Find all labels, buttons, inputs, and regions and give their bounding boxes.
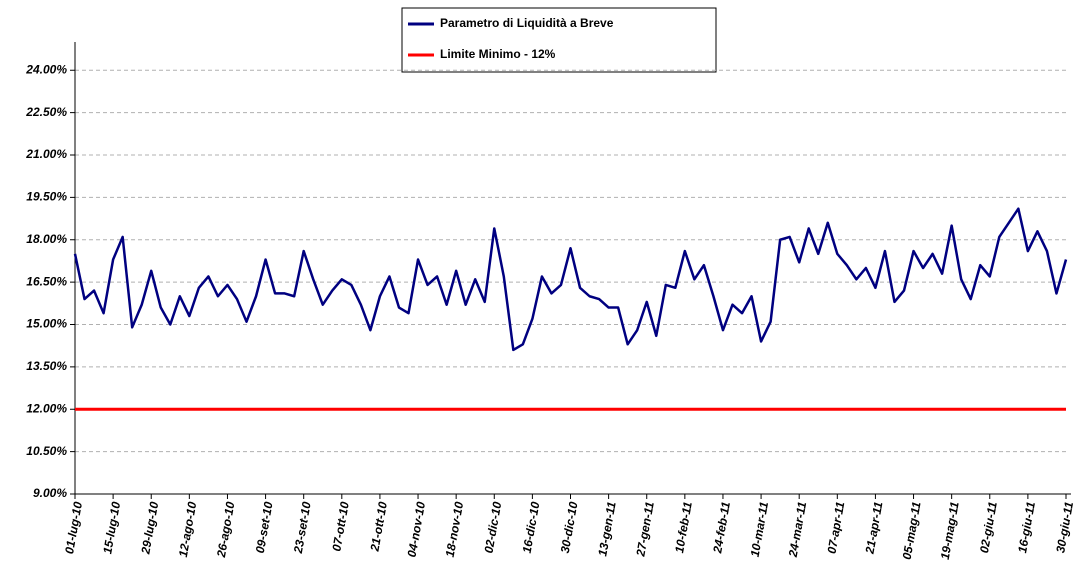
y-tick-label: 10.50% xyxy=(26,444,67,458)
x-tick-label: 24-mar-11 xyxy=(786,500,810,559)
x-tick-label: 23-set-10 xyxy=(291,500,314,555)
x-tick-label: 27-gen-11 xyxy=(633,500,657,558)
x-tick-label: 07-apr-11 xyxy=(824,500,847,554)
x-tick-label: 16-giu-11 xyxy=(1015,500,1038,554)
x-tick-label: 02-dic-10 xyxy=(482,500,505,554)
x-tick-label: 04-nov-10 xyxy=(405,500,429,558)
x-tick-label: 01-lug-10 xyxy=(62,500,85,555)
y-tick-label: 16.50% xyxy=(26,274,67,288)
x-tick-label: 30-giu-11 xyxy=(1053,500,1073,554)
x-tick-label: 13-gen-11 xyxy=(595,500,618,557)
y-tick-label: 19.50% xyxy=(26,190,67,204)
y-tick-label: 21.00% xyxy=(25,147,67,161)
legend-box xyxy=(401,7,717,73)
x-tick-label: 29-lug-10 xyxy=(138,500,161,556)
x-tick-label: 10-feb-11 xyxy=(672,500,695,554)
x-tick-label: 21-ott-10 xyxy=(367,500,390,553)
x-tick-label: 16-dic-10 xyxy=(520,500,543,554)
y-tick-label: 13.50% xyxy=(26,359,67,373)
x-tick-label: 10-mar-11 xyxy=(748,500,772,558)
y-tick-label: 24.00% xyxy=(25,62,67,76)
x-tick-label: 15-lug-10 xyxy=(100,500,123,555)
legend-label: Limite Minimo - 12% xyxy=(440,47,556,61)
y-tick-label: 22.50% xyxy=(25,105,67,119)
y-tick-label: 15.00% xyxy=(26,317,67,331)
x-tick-label: 07-ott-10 xyxy=(329,500,352,552)
x-tick-label: 18-nov-10 xyxy=(443,500,467,558)
x-tick-label: 09-set-10 xyxy=(253,500,276,554)
x-tick-label: 05-mag-11 xyxy=(900,500,924,560)
y-tick-label: 9.00% xyxy=(33,486,67,500)
x-tick-label: 24-feb-11 xyxy=(710,500,733,555)
x-tick-label: 12-ago-10 xyxy=(176,500,200,558)
x-tick-label: 19-mag-11 xyxy=(938,500,962,560)
x-tick-label: 21-apr-11 xyxy=(862,500,885,555)
legend: Parametro di Liquidità a Breve Limite Min… xyxy=(401,7,717,73)
y-tick-label: 12.00% xyxy=(26,401,67,415)
y-tick-label: 18.00% xyxy=(26,232,67,246)
x-tick-label: 30-dic-10 xyxy=(558,500,581,554)
legend-label: Parametro di Liquidità a Breve xyxy=(440,16,614,30)
series-line xyxy=(73,207,1068,352)
x-tick-label: 02-giu-11 xyxy=(977,500,1000,554)
x-tick-label: 26-ago-10 xyxy=(214,500,238,559)
